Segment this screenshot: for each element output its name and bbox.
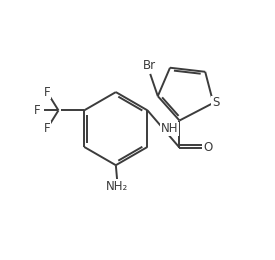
Text: S: S	[212, 96, 219, 109]
Text: F: F	[43, 122, 50, 135]
Text: NH₂: NH₂	[106, 180, 128, 193]
Text: F: F	[43, 86, 50, 99]
Text: Br: Br	[143, 58, 156, 72]
Text: NH: NH	[161, 122, 178, 135]
Text: F: F	[34, 104, 41, 117]
Text: O: O	[203, 141, 213, 154]
